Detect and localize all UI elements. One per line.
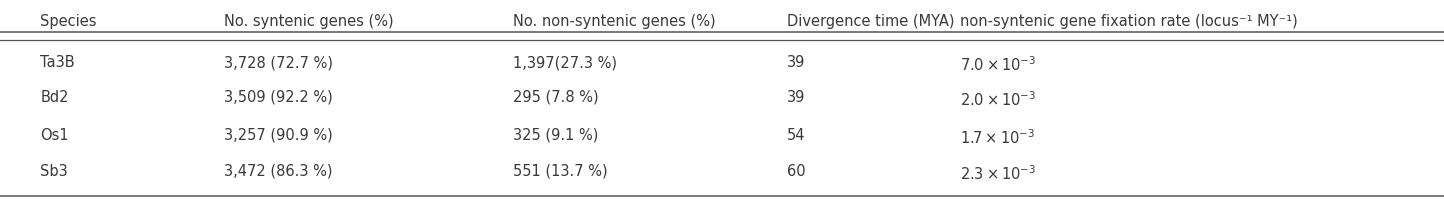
Text: 295 (7.8 %): 295 (7.8 %)	[513, 90, 598, 105]
Text: 3,472 (86.3 %): 3,472 (86.3 %)	[224, 164, 332, 179]
Text: Divergence time (MYA): Divergence time (MYA)	[787, 14, 954, 29]
Text: 60: 60	[787, 164, 806, 179]
Text: No. syntenic genes (%): No. syntenic genes (%)	[224, 14, 393, 29]
Text: 3,257 (90.9 %): 3,257 (90.9 %)	[224, 128, 332, 143]
Text: $7.0\times 10^{-3}$: $7.0\times 10^{-3}$	[960, 55, 1037, 74]
Text: 3,728 (72.7 %): 3,728 (72.7 %)	[224, 55, 332, 70]
Text: non-syntenic gene fixation rate (locus⁻¹ MY⁻¹): non-syntenic gene fixation rate (locus⁻¹…	[960, 14, 1298, 29]
Text: 39: 39	[787, 90, 806, 105]
Text: $2.0\times 10^{-3}$: $2.0\times 10^{-3}$	[960, 90, 1037, 109]
Text: Os1: Os1	[40, 128, 69, 143]
Text: $2.3\times 10^{-3}$: $2.3\times 10^{-3}$	[960, 164, 1037, 183]
Text: 54: 54	[787, 128, 806, 143]
Text: Ta3B: Ta3B	[40, 55, 75, 70]
Text: $1.7\times 10^{-3}$: $1.7\times 10^{-3}$	[960, 128, 1035, 147]
Text: 1,397(27.3 %): 1,397(27.3 %)	[513, 55, 617, 70]
Text: 39: 39	[787, 55, 806, 70]
Text: 551 (13.7 %): 551 (13.7 %)	[513, 164, 608, 179]
Text: 325 (9.1 %): 325 (9.1 %)	[513, 128, 598, 143]
Text: No. non-syntenic genes (%): No. non-syntenic genes (%)	[513, 14, 715, 29]
Text: Bd2: Bd2	[40, 90, 69, 105]
Text: Species: Species	[40, 14, 97, 29]
Text: Sb3: Sb3	[40, 164, 68, 179]
Text: 3,509 (92.2 %): 3,509 (92.2 %)	[224, 90, 332, 105]
